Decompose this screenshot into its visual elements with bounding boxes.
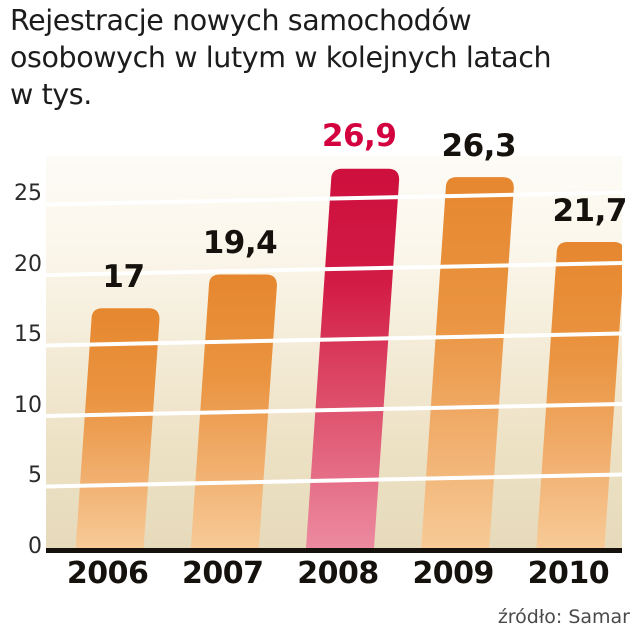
x-axis-tick-label-2007: 2007: [182, 556, 264, 591]
y-axis-tick-label: 0: [28, 534, 42, 559]
y-axis-tick-label: 25: [14, 181, 42, 207]
bar-2006[interactable]: [75, 308, 160, 548]
x-axis-tick-label-2008: 2008: [297, 556, 379, 591]
plot-area: [46, 156, 622, 548]
x-axis-tick-label-2009: 2009: [412, 556, 494, 591]
title-line-3: w tys.: [10, 78, 92, 111]
x-axis-line: [46, 548, 622, 553]
bar-value-label-2008: 26,9: [321, 117, 397, 154]
title-line-2: osobowych w lutym w kolejnych latach: [10, 41, 552, 74]
y-axis-tick-label: 15: [14, 322, 42, 348]
bars-svg: [46, 168, 622, 548]
x-axis-tick-label-2010: 2010: [527, 556, 610, 591]
y-axis-tick-label: 10: [14, 392, 42, 418]
gridline: [46, 331, 622, 348]
bar-value-label-2009: 26,3: [441, 128, 517, 165]
gridline: [46, 260, 622, 277]
gridline: [46, 190, 622, 207]
bar-value-label-2007: 19,4: [202, 225, 278, 262]
gridline: [46, 401, 622, 418]
bar-2008[interactable]: [306, 168, 400, 548]
y-axis-tick-label: 20: [14, 251, 42, 277]
y-axis-tick-label: 5: [28, 463, 42, 489]
y-axis: 0 5 10 15 20 25: [0, 0, 42, 640]
bar-value-label-2006: 17: [102, 259, 145, 296]
gridline: [46, 472, 622, 489]
bar-2010[interactable]: [536, 242, 622, 548]
bar-2009[interactable]: [421, 177, 514, 548]
x-axis-tick-label-2006: 2006: [66, 556, 149, 591]
source-note: źródło: Samar: [497, 606, 630, 628]
title-line-1: Rejestracje nowych samochodów: [10, 4, 472, 37]
chart-title: Rejestracje nowych samochodów osobowych …: [10, 2, 634, 113]
bar-value-label-2010: 21,7: [552, 193, 627, 229]
